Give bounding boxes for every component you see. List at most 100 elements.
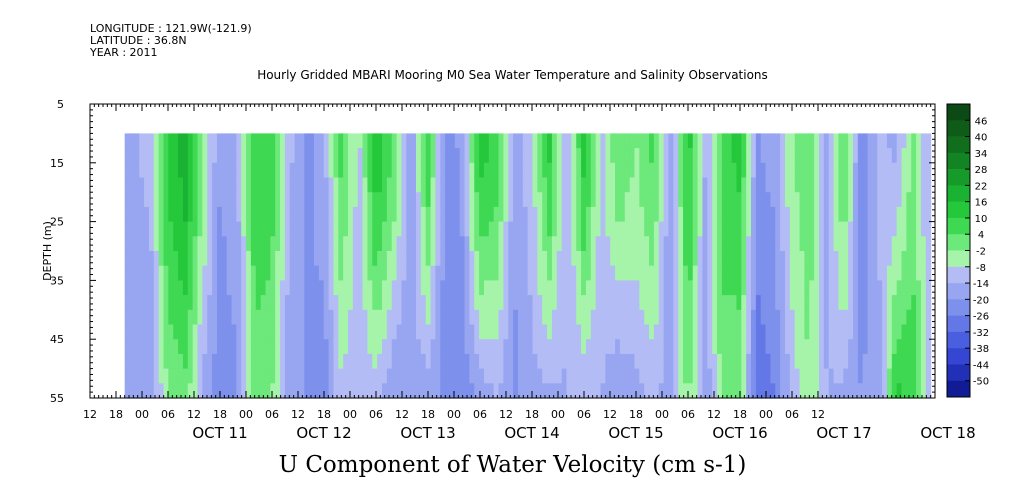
heatmap-cell [187, 177, 194, 193]
heatmap-cell [658, 280, 665, 296]
heatmap-cell [479, 295, 485, 311]
heatmap-cell [678, 133, 684, 149]
heatmap-cell [721, 339, 728, 355]
heatmap-cell [246, 368, 252, 384]
heatmap-cell [275, 236, 281, 252]
heatmap-cell [780, 206, 786, 223]
heatmap-cell [357, 221, 364, 237]
heatmap-cell [396, 192, 403, 208]
heatmap-cell [595, 236, 602, 252]
heatmap-cell [595, 280, 602, 296]
heatmap-cell [221, 324, 228, 340]
heatmap-cell [246, 265, 252, 281]
heatmap-cell [809, 236, 815, 252]
heatmap-cell [343, 133, 349, 149]
heatmap-cell [687, 280, 694, 296]
heatmap-cell [517, 206, 524, 223]
heatmap-cell [561, 324, 568, 340]
heatmap-cell [634, 162, 640, 179]
heatmap-cell [736, 295, 742, 311]
heatmap-cell [406, 339, 412, 355]
heatmap-cell [561, 280, 568, 296]
heatmap-cell [372, 295, 378, 311]
heatmap-cell [503, 162, 509, 179]
heatmap-cell [124, 383, 131, 399]
heatmap-cell [610, 280, 616, 296]
heatmap-cell [532, 383, 538, 399]
heatmap-cell [823, 177, 830, 193]
heatmap-cell [818, 236, 825, 252]
heatmap-cell [498, 295, 504, 311]
heatmap-cell [619, 383, 626, 399]
heatmap-cell [343, 251, 349, 267]
heatmap-cell [144, 236, 150, 252]
heatmap-cell [828, 383, 835, 399]
heatmap-cell [537, 309, 543, 326]
heatmap-cell [692, 236, 699, 252]
heatmap-cell [653, 192, 660, 208]
heatmap-cell [556, 280, 563, 296]
heatmap-cell [712, 148, 718, 164]
heatmap-cell [178, 148, 184, 164]
heatmap-cell [838, 162, 844, 179]
heatmap-cell [639, 368, 645, 384]
heatmap-cell [799, 368, 806, 384]
heatmap-cell [741, 295, 747, 311]
heatmap-cell [615, 353, 621, 370]
heatmap-cell [828, 324, 835, 340]
heatmap-cell [479, 251, 485, 267]
heatmap-cell [352, 133, 359, 149]
heatmap-cell [687, 265, 694, 281]
heatmap-cell [692, 309, 699, 326]
heatmap-cell [833, 206, 840, 223]
colorbar-label: -32 [973, 328, 989, 339]
heatmap-cell [430, 339, 437, 355]
heatmap-cell [600, 133, 606, 149]
heatmap-cell [498, 309, 504, 326]
heatmap-cell [649, 133, 655, 149]
heatmap-cell [755, 280, 762, 296]
heatmap-cell [595, 162, 602, 179]
heatmap-cell [775, 133, 781, 149]
heatmap-cell [352, 295, 359, 311]
heatmap-cell [459, 280, 466, 296]
heatmap-cell [726, 206, 733, 223]
heatmap-cell [809, 251, 815, 267]
heatmap-cell [124, 309, 131, 326]
heatmap-cell [333, 133, 339, 149]
heatmap-cell [362, 280, 369, 296]
heatmap-cell [857, 280, 864, 296]
heatmap-cell [605, 177, 611, 193]
heatmap-cell [212, 280, 218, 296]
heatmap-cell [129, 177, 135, 193]
heatmap-cell [197, 162, 203, 179]
heatmap-cell [843, 251, 849, 267]
heatmap-cell [445, 133, 451, 149]
heatmap-cell [270, 368, 276, 384]
heatmap-cell [755, 295, 762, 311]
heatmap-cell [459, 177, 466, 193]
heatmap-cell [163, 192, 169, 208]
heatmap-cell [867, 177, 874, 193]
heatmap-cell [571, 251, 577, 267]
heatmap-cell [542, 133, 548, 149]
heatmap-cell [697, 162, 704, 179]
heatmap-cell [532, 295, 538, 311]
heatmap-cell [857, 192, 864, 208]
heatmap-cell [712, 265, 718, 281]
heatmap-cell [250, 324, 257, 340]
heatmap-cell [634, 353, 640, 370]
heatmap-cell [561, 368, 568, 384]
heatmap-cell [896, 353, 903, 370]
heatmap-cell [163, 162, 169, 179]
heatmap-cell [168, 368, 174, 384]
heatmap-cell [644, 324, 650, 340]
heatmap-cell [561, 177, 568, 193]
heatmap-cell [590, 280, 597, 296]
heatmap-cell [692, 353, 699, 370]
heatmap-cell [275, 133, 281, 149]
heatmap-cell [314, 236, 320, 252]
heatmap-cell [629, 353, 636, 370]
heatmap-cell [415, 177, 422, 193]
heatmap-cell [513, 221, 519, 237]
